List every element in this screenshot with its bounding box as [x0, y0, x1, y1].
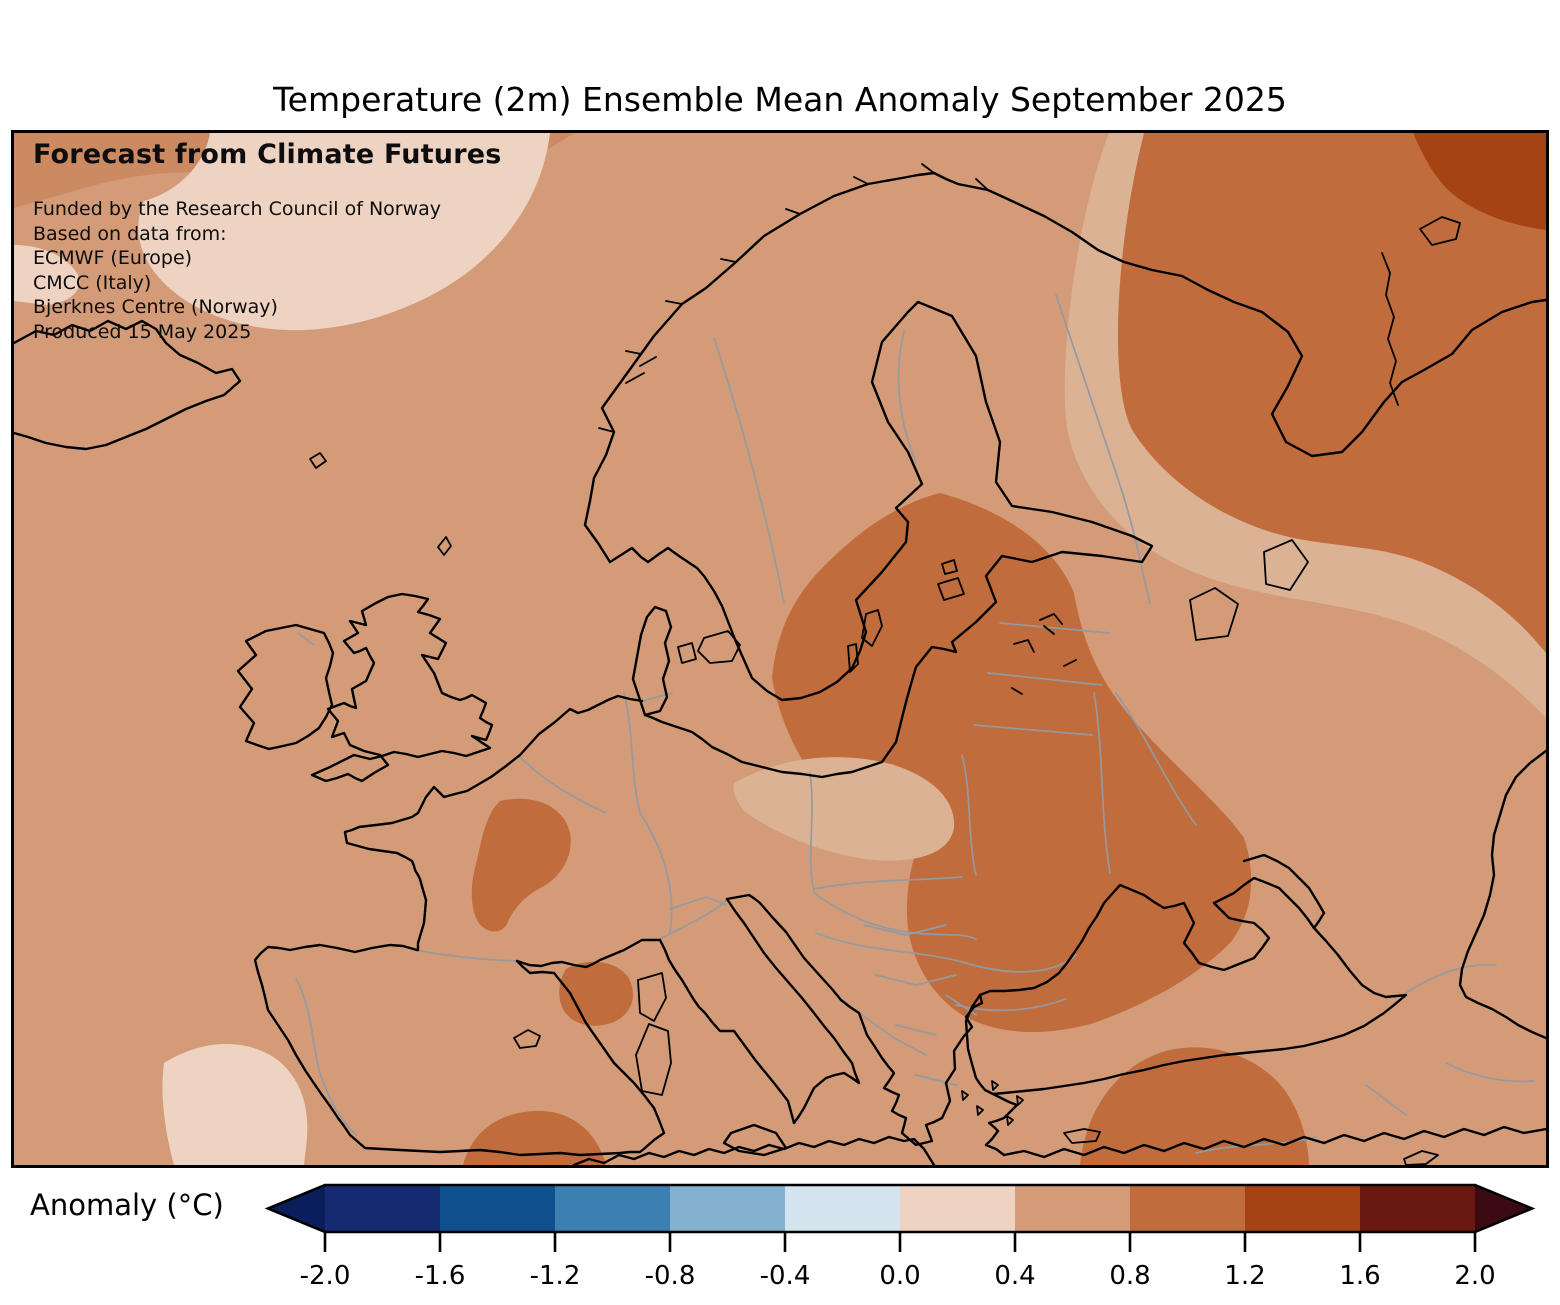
colorbar-segment [555, 1185, 670, 1232]
colorbar-segment [1015, 1185, 1130, 1232]
colorbar-segment [670, 1185, 785, 1232]
credit-line: Funded by the Research Council of Norway [33, 197, 502, 222]
colorbar-tick-label: -0.8 [645, 1261, 696, 1291]
colorbar-segment [1130, 1185, 1245, 1232]
colorbar-tick-label: 0.4 [994, 1261, 1035, 1291]
colorbar-over-arrow [1475, 1185, 1532, 1232]
credit-line: CMCC (Italy) [33, 271, 502, 296]
credit-line: Based on data from: [33, 222, 502, 247]
figure-canvas: Temperature (2m) Ensemble Mean Anomaly S… [0, 0, 1560, 1305]
colorbar-tick-label: 1.6 [1339, 1261, 1380, 1291]
colorbar-tick-label: 1.2 [1224, 1261, 1265, 1291]
colorbar: -2.0 -1.6 -1.2 -0.8 -0.4 0.0 0.4 0.8 1.2 1.6 2.0 [0, 1170, 1560, 1305]
colorbar-segment [325, 1185, 440, 1232]
credits-block: Forecast from Climate Futures Funded by … [33, 139, 502, 345]
credits-heading: Forecast from Climate Futures [33, 139, 502, 170]
colorbar-under-arrow [268, 1185, 325, 1232]
figure-title: Temperature (2m) Ensemble Mean Anomaly S… [0, 80, 1560, 119]
colorbar-segment [1360, 1185, 1475, 1232]
colorbar-svg: -2.0 -1.6 -1.2 -0.8 -0.4 0.0 0.4 0.8 1.2 1.6 2.0 [0, 1170, 1560, 1305]
colorbar-tick-label: -0.4 [760, 1261, 811, 1291]
credit-line: Produced 15 May 2025 [33, 320, 502, 345]
colorbar-segment [900, 1185, 1015, 1232]
colorbar-tick-label: 0.0 [879, 1261, 920, 1291]
colorbar-tick-label: -1.2 [530, 1261, 581, 1291]
colorbar-segment [1245, 1185, 1360, 1232]
colorbar-tick-label: 2.0 [1454, 1261, 1495, 1291]
colorbar-segment [785, 1185, 900, 1232]
colorbar-tick-label: -2.0 [300, 1261, 351, 1291]
colorbar-segment [440, 1185, 555, 1232]
credit-line: Bjerknes Centre (Norway) [33, 295, 502, 320]
colorbar-tick-label: -1.6 [415, 1261, 466, 1291]
colorbar-tick-label: 0.8 [1109, 1261, 1150, 1291]
credit-line: ECMWF (Europe) [33, 246, 502, 271]
credit-lines: Funded by the Research Council of Norway… [33, 197, 502, 345]
